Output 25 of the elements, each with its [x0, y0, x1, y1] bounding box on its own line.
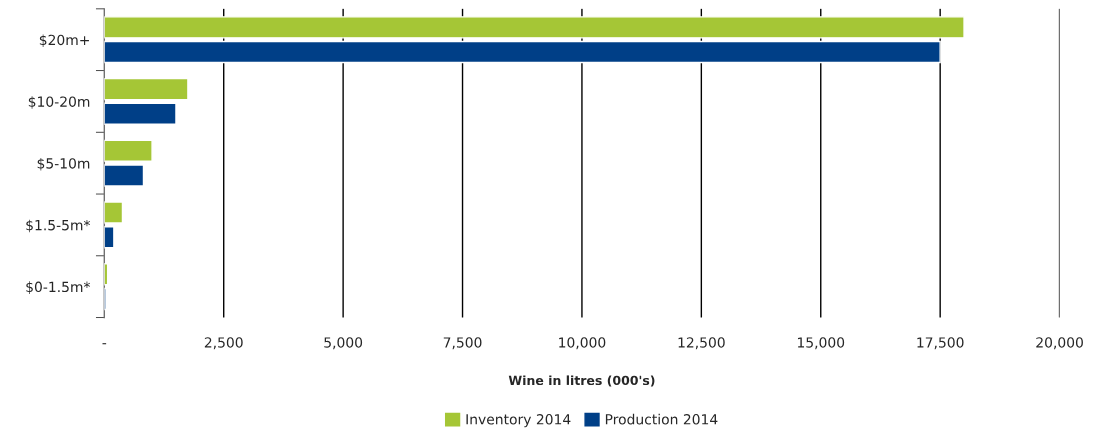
x-tick-label: 15,000: [797, 337, 845, 350]
y-tick-label: $10-20m: [28, 96, 90, 109]
y-tick-label: $20m+: [39, 34, 89, 48]
x-tick-label: 5,000: [324, 337, 363, 350]
bar: [104, 16, 965, 39]
x-tick-label: 12,500: [678, 337, 725, 350]
legend-label: Inventory 2014: [466, 414, 571, 428]
x-tick-label: -: [102, 343, 107, 345]
bar: [104, 201, 124, 224]
y-tick-label: $0-1.5m*: [26, 281, 91, 294]
bar: [104, 102, 177, 125]
x-tick-label: 10,000: [559, 337, 606, 350]
x-tick-label: 17,500: [917, 337, 964, 350]
legend-label: Production 2014: [605, 413, 718, 425]
bar: [104, 164, 145, 187]
bar: [104, 226, 115, 249]
y-tick-label: $1.5-5m*: [26, 219, 91, 233]
y-tick-label: $5-10m: [37, 157, 90, 171]
x-axis-title: Wine in litres (000's): [508, 375, 655, 387]
x-tick-label: 7,500: [443, 337, 482, 350]
x-tick-label: 2,500: [204, 337, 243, 350]
bar: [104, 139, 153, 163]
x-tick-label: 20,000: [1036, 337, 1083, 350]
bar: [104, 40, 941, 64]
bar: [104, 77, 189, 101]
